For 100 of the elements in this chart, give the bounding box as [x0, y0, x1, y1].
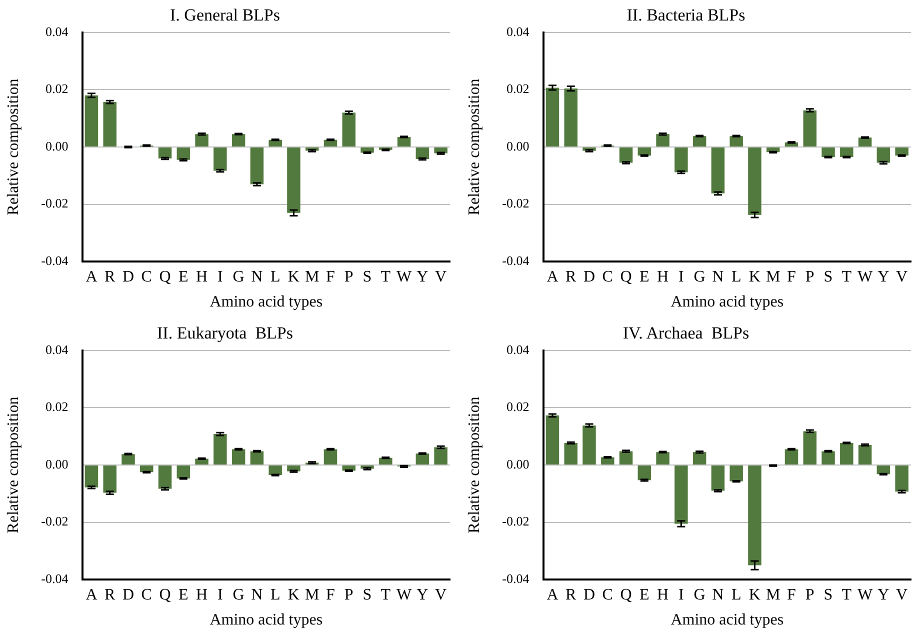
- chart-title: I. General BLPs: [170, 6, 280, 25]
- x-tick-label: T: [842, 268, 852, 286]
- x-tick-label: L: [731, 586, 742, 604]
- x-tick-label: T: [380, 268, 391, 286]
- x-tick-label: A: [86, 586, 98, 604]
- x-tick-label: N: [251, 586, 264, 604]
- x-tick-label: Q: [159, 268, 172, 286]
- bar: [158, 466, 172, 489]
- bar: [250, 451, 264, 464]
- y-tick-label: -0.02: [502, 196, 530, 211]
- y-tick-label: 0.00: [506, 138, 530, 154]
- x-tick-label: K: [288, 268, 300, 286]
- y-tick-label: -0.04: [41, 571, 69, 586]
- bar: [895, 148, 908, 156]
- x-tick-label: V: [435, 586, 448, 604]
- y-tick-label: -0.02: [502, 514, 530, 529]
- x-tick-label: R: [104, 586, 116, 604]
- x-tick-label: M: [766, 586, 780, 604]
- y-tick-label: 0.00: [46, 456, 68, 472]
- y-tick-label: -0.02: [41, 514, 68, 529]
- bar: [582, 425, 596, 464]
- bar: [232, 134, 246, 146]
- x-tick-label: T: [380, 586, 391, 604]
- x-tick-label: D: [583, 586, 596, 604]
- bar: [748, 148, 762, 215]
- x-tick-label: H: [657, 586, 670, 604]
- x-tick-label: K: [748, 586, 761, 604]
- x-tick-label: Y: [878, 586, 890, 604]
- bar: [638, 466, 652, 480]
- x-tick-label: A: [86, 268, 98, 286]
- y-tick-label: 0.02: [46, 399, 68, 414]
- x-tick-label: N: [712, 268, 724, 286]
- bar: [840, 442, 854, 464]
- x-tick-label: K: [748, 268, 761, 286]
- x-tick-label: M: [304, 268, 320, 286]
- y-tick-label: 0.04: [506, 342, 530, 357]
- y-tick-label: -0.04: [41, 253, 69, 268]
- bar: [564, 442, 578, 464]
- x-tick-label: I: [678, 586, 684, 604]
- y-tick-label: 0.02: [506, 81, 530, 96]
- x-tick-label: Q: [620, 586, 632, 604]
- y-tick-label: -0.04: [502, 253, 530, 268]
- bar: [711, 148, 725, 194]
- y-tick-label: 0.02: [46, 81, 68, 96]
- bar: [674, 148, 688, 172]
- x-tick-label: W: [396, 268, 412, 286]
- x-tick-label: E: [640, 268, 650, 286]
- x-tick-label: R: [566, 586, 577, 604]
- bar: [822, 451, 835, 464]
- x-tick-label: D: [122, 586, 134, 604]
- bar: [656, 134, 670, 146]
- bar: [268, 140, 282, 146]
- x-axis-title: Amino acid types: [210, 612, 323, 629]
- x-tick-label: G: [232, 586, 245, 604]
- bar: [250, 148, 264, 184]
- x-tick-label: I: [218, 586, 223, 604]
- x-tick-label: S: [362, 268, 372, 286]
- bar: [619, 148, 633, 163]
- bar: [232, 449, 246, 464]
- x-tick-label: I: [678, 268, 684, 286]
- x-tick-label: P: [344, 268, 354, 286]
- x-tick-label: M: [766, 268, 780, 286]
- x-tick-label: Y: [878, 268, 890, 286]
- y-axis-title: Relative composition: [466, 78, 483, 216]
- x-tick-label: Y: [416, 586, 429, 604]
- x-tick-label: F: [326, 268, 336, 286]
- x-tick-label: H: [196, 586, 208, 604]
- x-tick-label: K: [288, 586, 300, 604]
- x-tick-label: E: [640, 586, 650, 604]
- chart-title: II. Bacteria BLPs: [626, 6, 746, 25]
- bar: [122, 454, 135, 464]
- x-tick-label: C: [602, 268, 613, 286]
- x-tick-label: M: [304, 586, 320, 604]
- x-tick-label: W: [857, 586, 874, 604]
- bar: [158, 148, 172, 158]
- bar: [803, 431, 816, 464]
- bar: [214, 148, 227, 171]
- bar: [858, 444, 872, 464]
- bar: [674, 466, 688, 524]
- bar: [730, 466, 743, 482]
- bar: [564, 88, 578, 146]
- y-tick-label: -0.04: [502, 571, 530, 586]
- bar: [342, 112, 356, 146]
- x-tick-label: P: [805, 268, 814, 286]
- bar: [656, 452, 670, 464]
- x-tick-label: E: [178, 586, 188, 604]
- bar: [692, 452, 706, 464]
- x-tick-label: C: [602, 586, 613, 604]
- bar: [711, 466, 725, 491]
- bar: [748, 466, 762, 566]
- bar: [195, 134, 208, 146]
- chart-title: IV. Archaea BLPs: [622, 324, 750, 343]
- y-tick-label: 0.04: [506, 24, 530, 39]
- bar: [876, 148, 890, 163]
- bar: [416, 148, 430, 160]
- x-tick-label: Q: [620, 268, 632, 286]
- x-axis-title: Amino acid types: [670, 294, 784, 311]
- x-tick-label: A: [546, 268, 559, 286]
- x-tick-label: E: [178, 268, 188, 286]
- bar: [416, 454, 430, 464]
